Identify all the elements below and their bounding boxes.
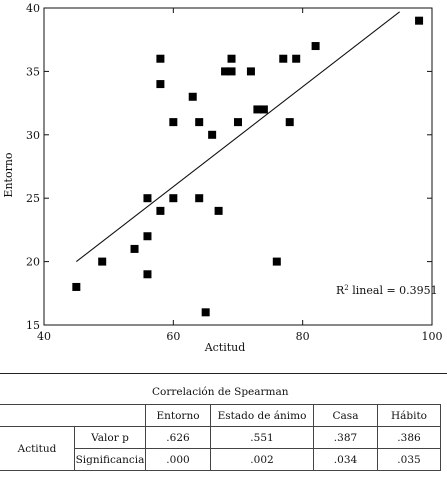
data-point: [156, 54, 165, 63]
regression-line: [75, 11, 401, 263]
table-caption: Correlación de Spearman: [0, 380, 441, 405]
table-cell: .034: [313, 448, 378, 471]
r-squared-superscript: 2: [344, 284, 348, 292]
table-cell: .000: [145, 448, 211, 471]
data-point: [143, 270, 152, 279]
x-axis-label: Actitud: [204, 341, 246, 354]
x-tick-label: 80: [296, 330, 310, 343]
table-cell: .626: [145, 426, 211, 449]
data-point: [272, 257, 281, 266]
data-point: [72, 282, 81, 291]
table-cell: .387: [313, 426, 378, 449]
header-cell: Entorno: [145, 404, 211, 427]
r-squared-annotation: R2 lineal = 0.3951: [336, 284, 438, 297]
spearman-table: Correlación de Spearman Entorno Estado d…: [0, 380, 441, 471]
row-label: Valor p: [74, 426, 146, 449]
data-point: [208, 130, 217, 139]
y-tick-label: 15: [26, 319, 40, 332]
data-point: [143, 194, 152, 203]
header-cell: Casa: [313, 404, 378, 427]
data-point: [221, 67, 230, 76]
y-axis-label: Entorno: [2, 152, 15, 198]
data-point: [143, 232, 152, 241]
data-point: [253, 105, 262, 114]
y-tick-label: 40: [26, 2, 40, 15]
header-cell: Hábito: [377, 404, 441, 427]
x-tick-label: 40: [37, 330, 51, 343]
plot-area: 40 60 80 100 15 20 25 30 35 40: [26, 2, 443, 343]
header-row: Entorno Estado de ánimo Casa Hábito: [0, 404, 441, 427]
data-point: [156, 80, 165, 89]
data-point: [169, 194, 178, 203]
x-tick-label: 100: [422, 330, 443, 343]
section-divider: [0, 373, 447, 374]
data-point: [98, 257, 107, 266]
y-tick-label: 35: [26, 65, 40, 78]
table-row: Significancia .000 .002 .034 .035: [0, 448, 441, 471]
table-cell: .002: [210, 448, 314, 471]
scatter-chart: 40 60 80 100 15 20 25 30 35 40 Entorno Actitud R2…: [2, 2, 443, 354]
data-point: [201, 308, 210, 317]
data-point: [156, 206, 165, 215]
table-cell: .551: [210, 426, 314, 449]
data-point: [130, 244, 139, 253]
data-point: [246, 67, 255, 76]
y-tick-label: 20: [26, 256, 40, 269]
data-point: [279, 54, 288, 63]
y-tick-label: 30: [26, 129, 40, 142]
header-blank-cell: [0, 404, 146, 427]
data-point: [311, 42, 320, 51]
x-tick-label: 60: [166, 330, 180, 343]
table-row: Actitud Valor p .626 .551 .387 .386: [0, 426, 441, 471]
r-squared-prefix: R: [336, 284, 345, 297]
table-cell: .386: [377, 426, 441, 449]
data-point: [214, 206, 223, 215]
y-tick-label: 25: [26, 192, 40, 205]
data-point: [195, 194, 204, 203]
data-point: [195, 118, 204, 127]
r-squared-value: lineal = 0.3951: [349, 284, 438, 297]
data-point: [227, 54, 236, 63]
data-point: [169, 118, 178, 127]
table-cell: .035: [377, 448, 441, 471]
data-point: [292, 54, 301, 63]
row-group-label: Actitud: [0, 426, 75, 471]
header-cell: Estado de ánimo: [210, 404, 314, 427]
row-label: Significancia: [74, 448, 146, 471]
plot-frame: [43, 7, 433, 326]
data-point: [234, 118, 242, 127]
caption-row: Correlación de Spearman: [0, 380, 441, 405]
data-point: [188, 92, 197, 101]
data-point: [415, 16, 424, 25]
data-point: [227, 67, 236, 76]
data-point: [285, 118, 294, 127]
data-point: [259, 105, 268, 114]
